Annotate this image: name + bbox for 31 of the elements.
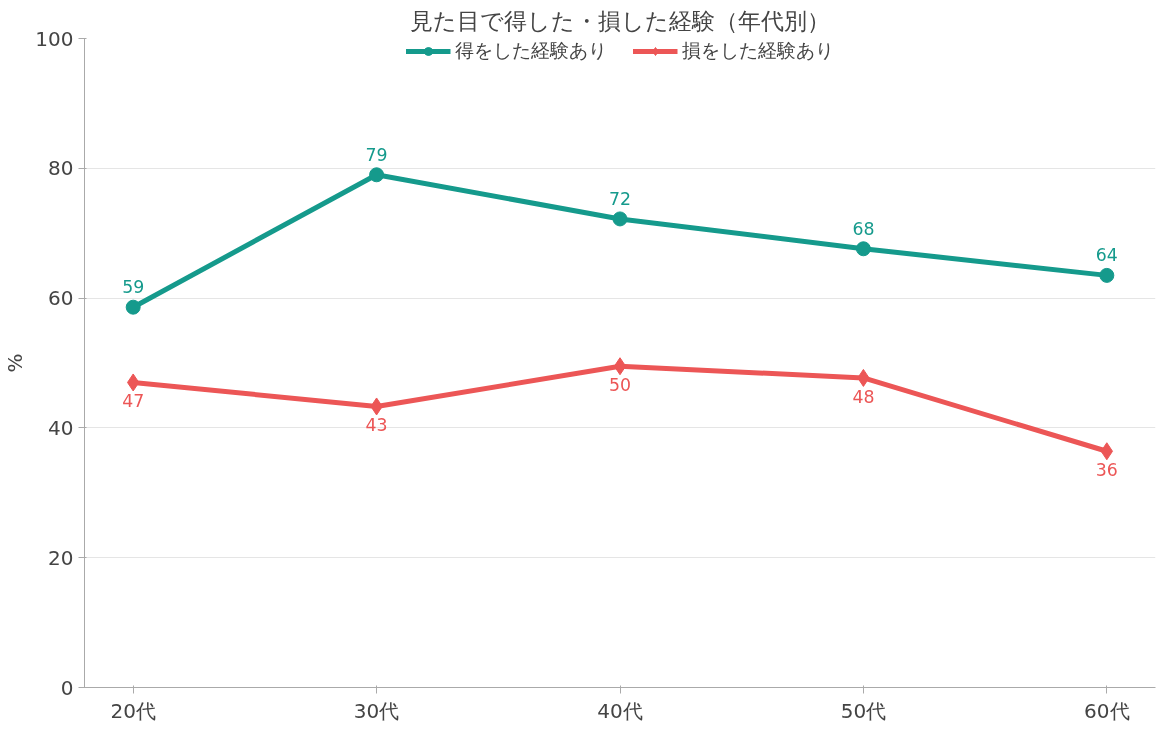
- data-label: 47: [122, 391, 145, 412]
- data-label: 72: [608, 188, 632, 209]
- data-label: 68: [852, 218, 875, 239]
- x-tick-label: 30代: [353, 698, 400, 723]
- y-tick-label: 100: [35, 26, 74, 51]
- point: [612, 211, 628, 227]
- data-label: 64: [1095, 245, 1118, 266]
- data-label: 79: [365, 144, 388, 165]
- point: [855, 241, 871, 257]
- point: [1099, 267, 1115, 283]
- x-tick-label: 50代: [840, 698, 887, 723]
- chart-title: 見た目で得した・損した経験（年代別）: [410, 7, 830, 34]
- data-label: 48: [852, 386, 875, 407]
- y-tick-label: 80: [48, 156, 74, 181]
- y-tick-label: 40: [48, 415, 74, 440]
- y-axis-title: %: [3, 353, 28, 373]
- x-tick-label: 40代: [597, 698, 643, 723]
- point: [613, 357, 627, 376]
- data-label: 59: [122, 277, 145, 298]
- legend-label: 得をした経験あり: [455, 39, 607, 63]
- y-tick-label: 20: [48, 545, 74, 570]
- x-tick-label: 60代: [1084, 698, 1130, 723]
- point: [125, 299, 141, 315]
- data-label: 36: [1095, 460, 1118, 481]
- legend-label: 損をした経験あり: [682, 39, 834, 63]
- y-tick-label: 60: [48, 286, 74, 311]
- data-label: 43: [365, 415, 388, 436]
- point: [369, 167, 385, 183]
- x-tick-label: 20代: [110, 698, 156, 723]
- y-tick-label: 0: [60, 675, 74, 700]
- data-label: 50: [608, 375, 632, 396]
